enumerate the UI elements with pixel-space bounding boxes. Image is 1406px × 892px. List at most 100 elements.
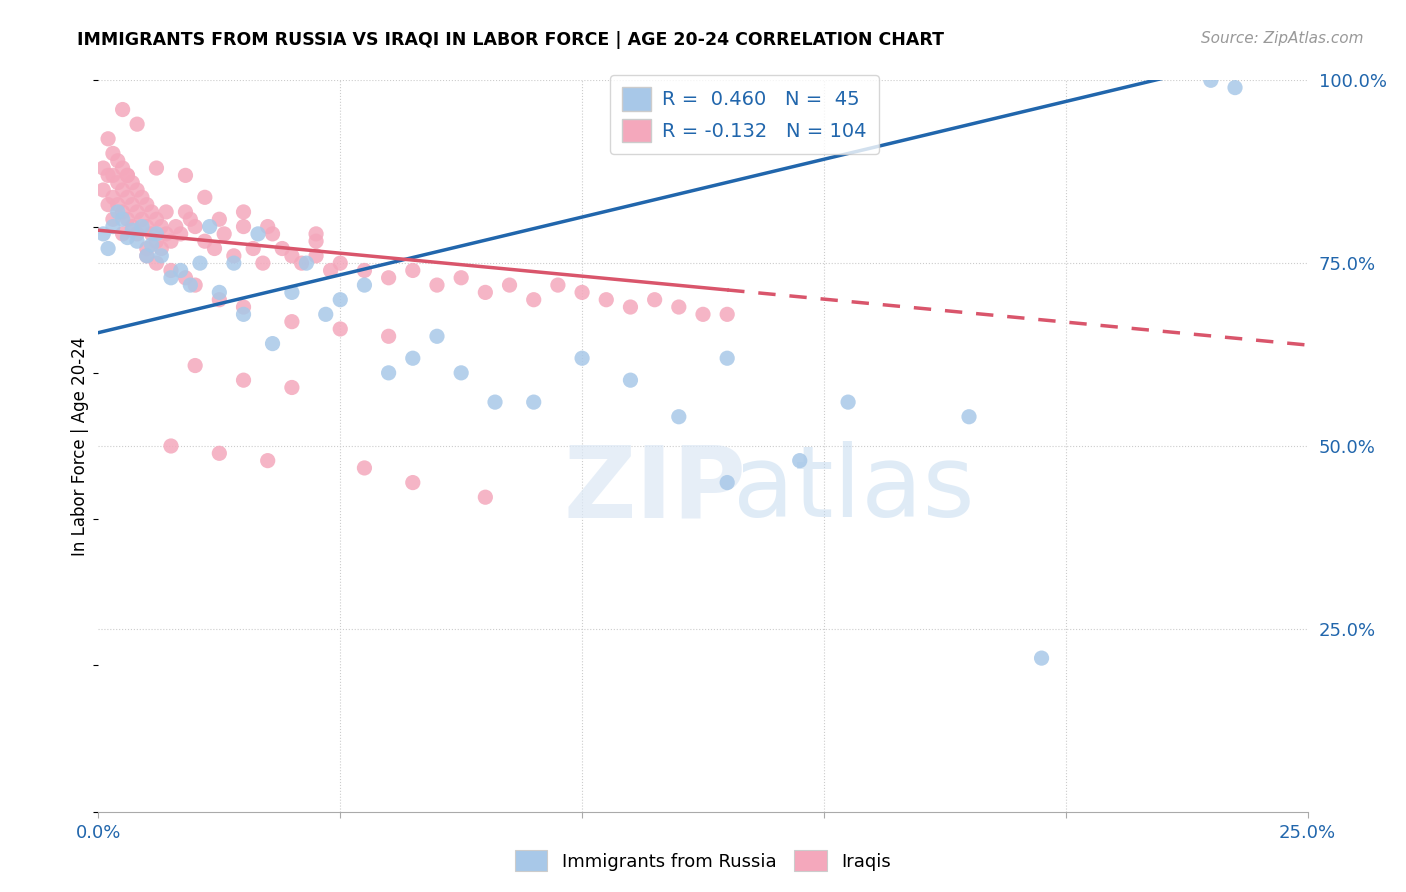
Text: IMMIGRANTS FROM RUSSIA VS IRAQI IN LABOR FORCE | AGE 20-24 CORRELATION CHART: IMMIGRANTS FROM RUSSIA VS IRAQI IN LABOR… [77, 31, 945, 49]
Point [619, 300, 641, 314]
Point [160, 270, 183, 285]
Point [305, 234, 328, 248]
Point [256, 219, 278, 234]
Point [547, 278, 569, 293]
Point [305, 249, 328, 263]
Point [232, 307, 254, 321]
Point [692, 307, 714, 321]
Point [117, 190, 139, 204]
Point [305, 227, 328, 241]
Point [179, 278, 201, 293]
Point [256, 453, 278, 467]
Point [315, 307, 337, 321]
Point [716, 307, 738, 321]
Point [131, 190, 153, 204]
Point [107, 153, 129, 168]
Point [957, 409, 980, 424]
Legend: R =  0.460   N =  45, R = -0.132   N = 104: R = 0.460 N = 45, R = -0.132 N = 104 [610, 75, 879, 154]
Point [498, 278, 520, 293]
Y-axis label: In Labor Force | Age 20-24: In Labor Force | Age 20-24 [70, 336, 89, 556]
Point [145, 212, 167, 227]
Point [169, 227, 191, 241]
Point [222, 249, 245, 263]
Point [97, 197, 120, 211]
Point [117, 169, 139, 183]
Point [484, 395, 506, 409]
Point [150, 249, 173, 263]
Point [571, 285, 593, 300]
Point [353, 278, 375, 293]
Point [208, 285, 231, 300]
Point [121, 223, 143, 237]
Text: atlas: atlas [734, 442, 974, 539]
Point [127, 183, 149, 197]
Point [204, 242, 226, 256]
Point [281, 249, 304, 263]
Point [101, 146, 124, 161]
Point [198, 219, 221, 234]
Point [165, 219, 187, 234]
Point [117, 230, 139, 244]
Point [474, 285, 496, 300]
Point [127, 117, 149, 131]
Point [135, 249, 157, 263]
Point [97, 132, 120, 146]
Point [290, 256, 312, 270]
Point [127, 227, 149, 241]
Point [450, 270, 472, 285]
Point [295, 256, 318, 270]
Point [329, 322, 352, 336]
Point [789, 453, 811, 467]
Point [101, 219, 124, 234]
Point [716, 475, 738, 490]
Point [281, 285, 304, 300]
Point [101, 190, 124, 204]
Point [91, 227, 114, 241]
Point [523, 293, 546, 307]
Point [571, 351, 593, 366]
Point [111, 183, 134, 197]
Point [281, 380, 304, 394]
Point [111, 161, 134, 175]
Point [135, 249, 157, 263]
Point [426, 278, 449, 293]
Point [141, 205, 163, 219]
Point [208, 446, 231, 460]
Point [174, 205, 197, 219]
Point [141, 237, 163, 252]
Point [194, 234, 217, 248]
Point [127, 234, 149, 248]
Point [402, 475, 425, 490]
Point [474, 490, 496, 504]
Point [135, 242, 157, 256]
Point [353, 461, 375, 475]
Point [595, 293, 617, 307]
Point [107, 176, 129, 190]
Point [141, 227, 163, 241]
Point [131, 219, 153, 234]
Point [145, 234, 167, 248]
Point [101, 212, 124, 227]
Point [184, 278, 207, 293]
Point [1031, 651, 1053, 665]
Point [155, 227, 177, 241]
Point [107, 205, 129, 219]
Point [111, 212, 134, 227]
Point [377, 270, 399, 285]
Point [232, 205, 254, 219]
Point [145, 161, 167, 175]
Point [208, 212, 231, 227]
Point [145, 256, 167, 270]
Point [160, 439, 183, 453]
Point [668, 300, 690, 314]
Point [97, 169, 120, 183]
Point [212, 227, 235, 241]
Point [107, 197, 129, 211]
Point [232, 373, 254, 387]
Legend: Immigrants from Russia, Iraqis: Immigrants from Russia, Iraqis [508, 843, 898, 879]
Point [716, 351, 738, 366]
Point [194, 190, 217, 204]
Point [262, 336, 284, 351]
Point [329, 293, 352, 307]
Point [111, 103, 134, 117]
